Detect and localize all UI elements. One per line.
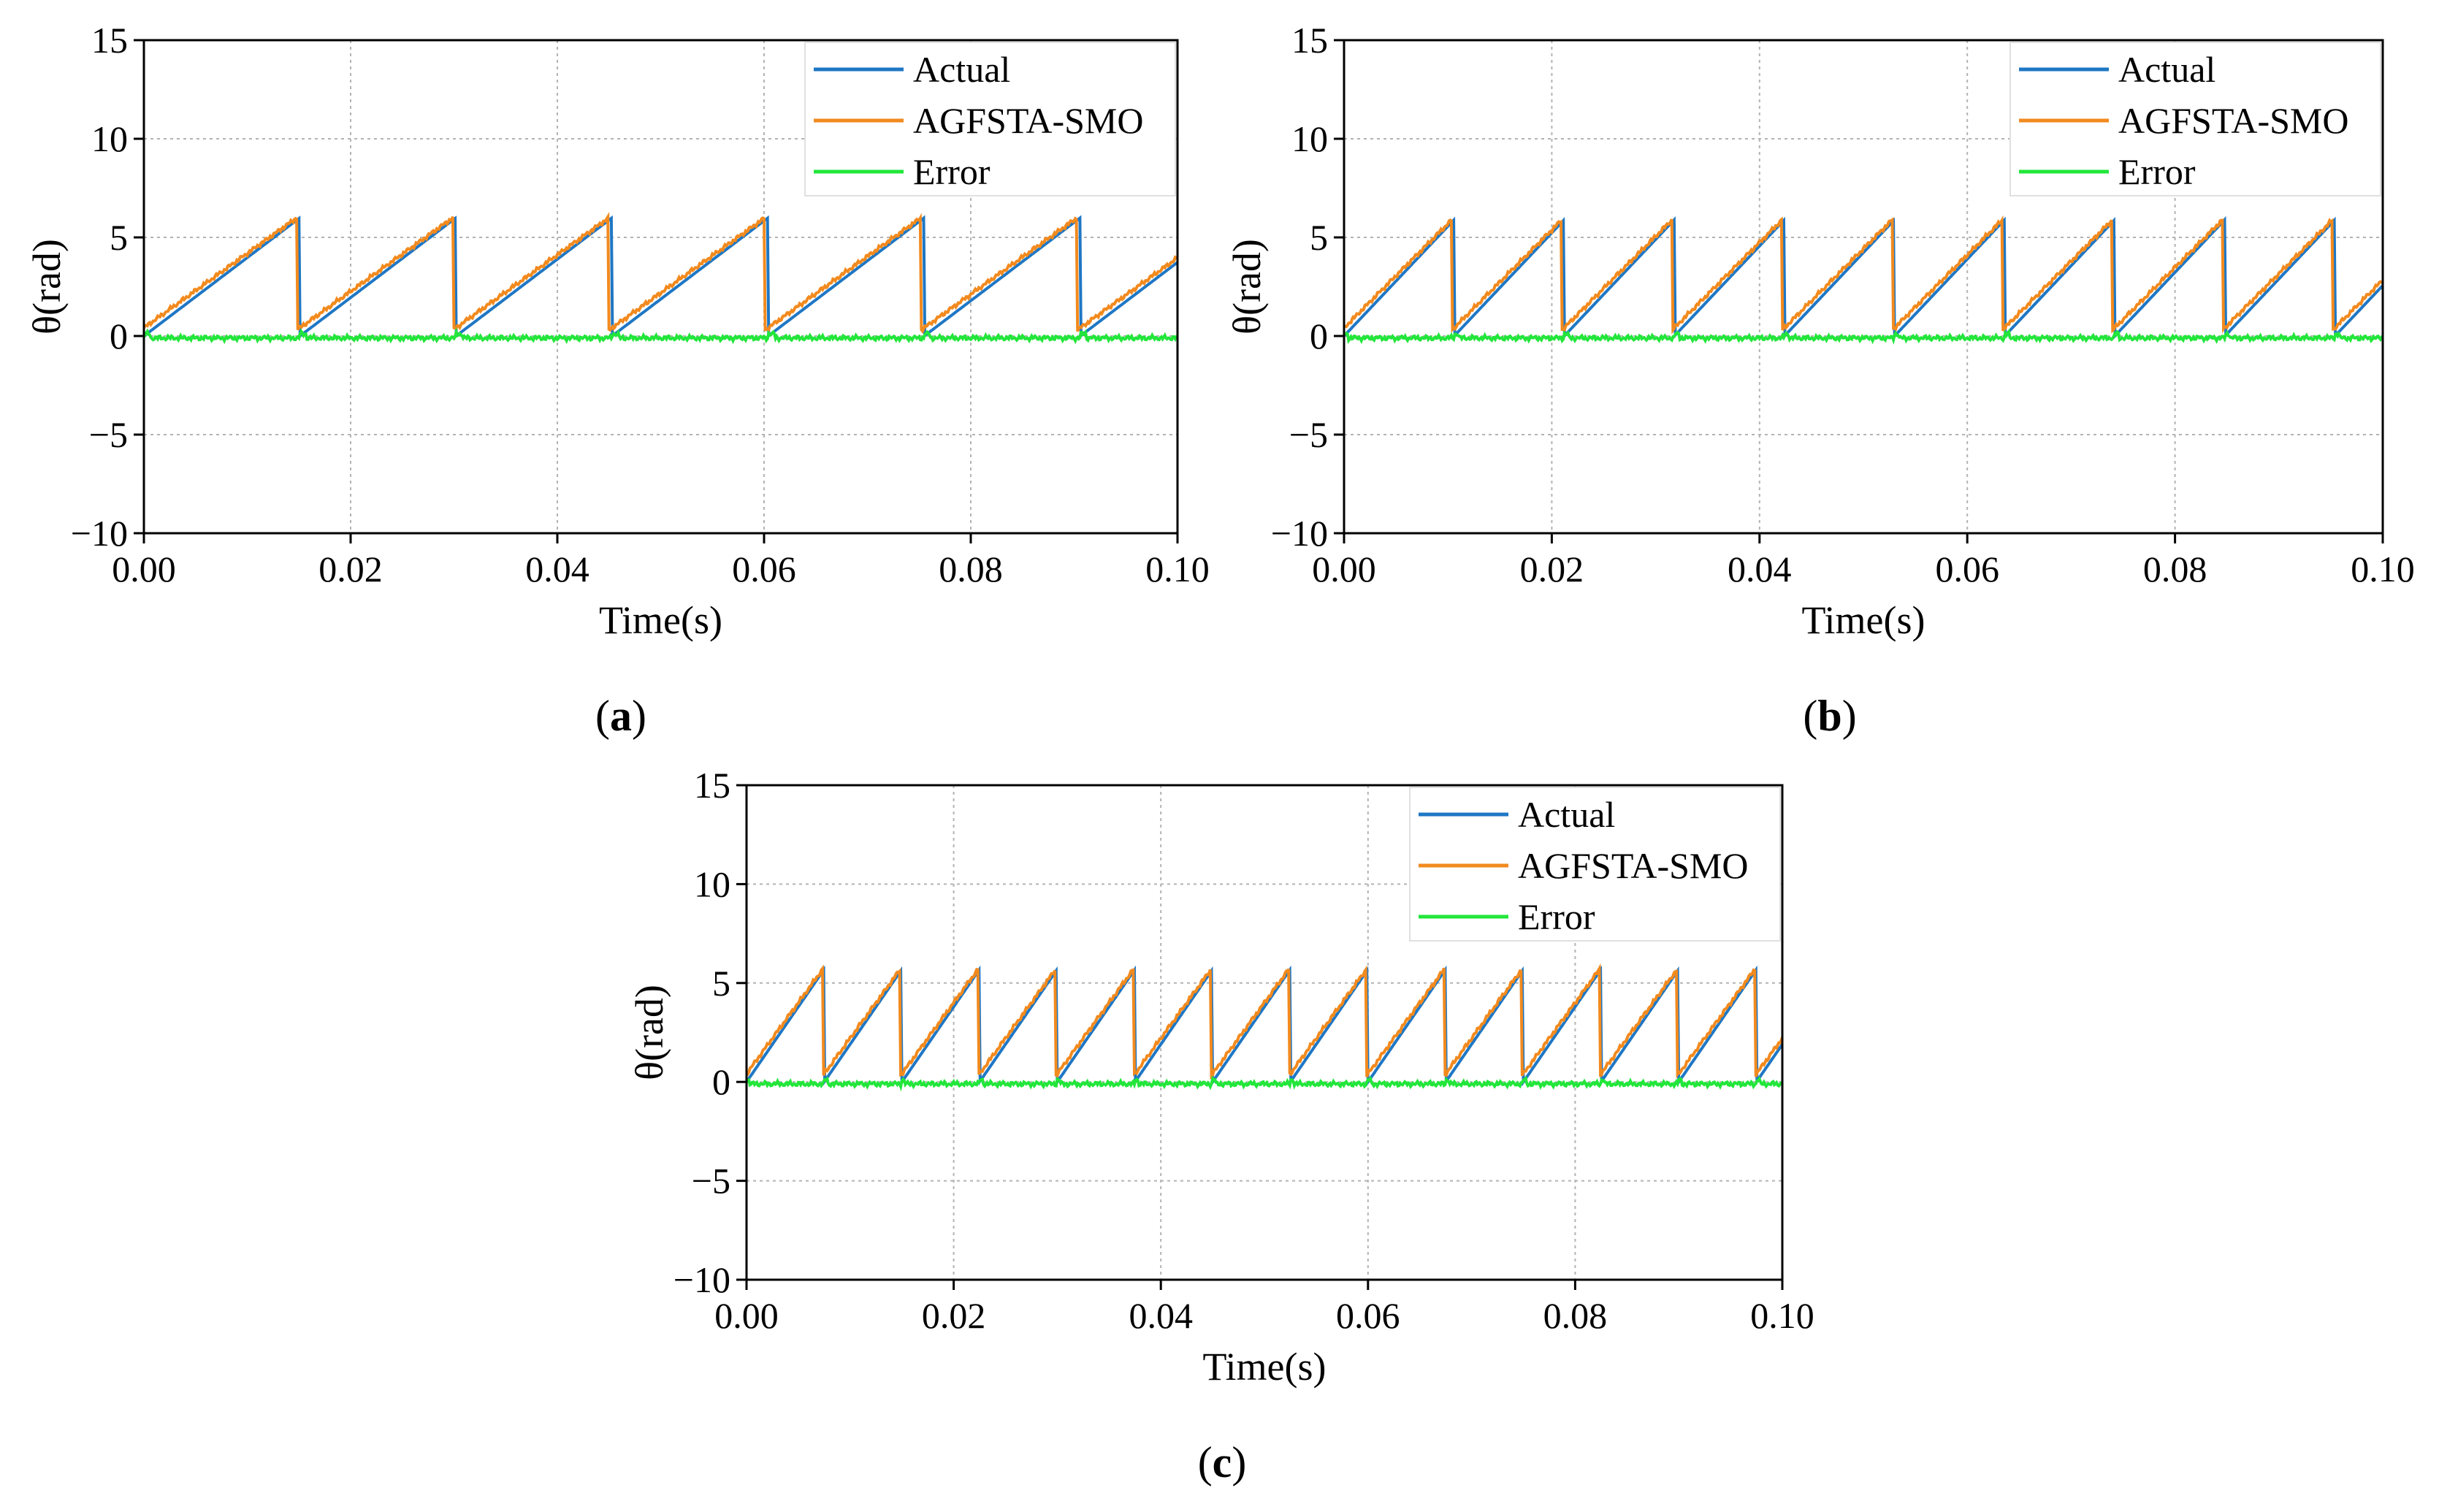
x-tick-label: 0.06 — [1935, 549, 1999, 589]
x-tick-label: 0.06 — [1336, 1295, 1400, 1336]
y-tick-label: −10 — [1271, 513, 1328, 554]
x-tick-label: 0.04 — [1129, 1295, 1193, 1336]
y-tick-label: 10 — [694, 863, 730, 904]
legend-label: Error — [1518, 896, 1595, 937]
x-tick-label: 0.00 — [112, 549, 176, 589]
axes: 0.00 0.02 0.04 0.06 0.08 0.10 −10 −5 0 5 10 15 Time(… — [1225, 20, 2415, 642]
panel-label: (a) — [595, 692, 646, 740]
legend-label: AGFSTA-SMO — [1518, 845, 1749, 886]
series-group — [1344, 215, 2383, 345]
series-line-agfsta-smo — [747, 963, 1782, 1080]
y-tick-label: 15 — [694, 765, 730, 806]
legend: Actual AGFSTA-SMO Error — [1409, 787, 1781, 942]
y-tick-label: 0 — [1310, 316, 1328, 356]
legend: Actual AGFSTA-SMO Error — [2009, 42, 2381, 196]
series-line-error — [144, 327, 1177, 345]
y-tick-label: −10 — [673, 1259, 730, 1300]
x-tick-label: 0.08 — [1543, 1295, 1608, 1336]
x-tick-label: 0.10 — [2351, 549, 2415, 589]
chart-panel-a: 0.00 0.02 0.04 0.06 0.08 0.10 −10 −5 0 5 10 15 Time(… — [25, 20, 1210, 740]
x-tick-label: 0.02 — [318, 549, 383, 589]
x-tick-label: 0.04 — [525, 549, 589, 589]
axes: 0.00 0.02 0.04 0.06 0.08 0.10 −10 −5 0 5 10 15 Time(… — [627, 765, 1814, 1389]
x-tick-label: 0.10 — [1750, 1295, 1814, 1336]
panel-label: (c) — [1198, 1438, 1247, 1486]
series-line-agfsta-smo — [144, 211, 1177, 335]
y-tick-label: 5 — [110, 217, 128, 258]
y-tick-label: −5 — [1289, 414, 1328, 455]
y-tick-label: 5 — [1310, 217, 1328, 258]
x-tick-label: 0.00 — [714, 1295, 779, 1336]
plot-frame — [745, 784, 1784, 1281]
x-tick-label: 0.00 — [1312, 549, 1376, 589]
x-axis-title: Time(s) — [599, 598, 722, 642]
y-tick-label: −5 — [89, 414, 128, 455]
y-tick-label: 10 — [91, 118, 128, 159]
legend-label: Actual — [2118, 49, 2215, 90]
y-tick-label: 0 — [712, 1061, 730, 1102]
x-tick-label: 0.08 — [2143, 549, 2207, 589]
series-group — [747, 963, 1782, 1092]
x-tick-label: 0.04 — [1728, 549, 1792, 589]
plot-frame — [142, 39, 1179, 535]
x-tick-label: 0.10 — [1145, 549, 1210, 589]
chart-panel-b: 0.00 0.02 0.04 0.06 0.08 0.10 −10 −5 0 5 10 15 Time(… — [1225, 20, 2415, 740]
x-tick-label: 0.06 — [732, 549, 796, 589]
y-tick-label: 15 — [91, 20, 128, 61]
plot-frame — [1343, 39, 2384, 535]
series-group — [144, 211, 1177, 345]
y-tick-label: 10 — [1291, 118, 1328, 159]
y-tick-label: −10 — [71, 513, 128, 554]
axes: 0.00 0.02 0.04 0.06 0.08 0.10 −10 −5 0 5 10 15 Time(… — [25, 20, 1210, 642]
legend-label: Actual — [913, 49, 1010, 90]
legend-label: Actual — [1518, 794, 1615, 835]
legend-label: Error — [913, 151, 991, 192]
y-tick-label: −5 — [692, 1161, 730, 1202]
x-tick-label: 0.08 — [939, 549, 1003, 589]
y-axis-title: θ(rad) — [1225, 239, 1269, 335]
panel-label: (b) — [1803, 692, 1856, 740]
x-axis-title: Time(s) — [1202, 1345, 1326, 1389]
y-tick-label: 5 — [712, 963, 730, 1004]
y-tick-label: 15 — [1291, 20, 1328, 61]
series-line-error — [1344, 328, 2383, 345]
x-tick-label: 0.02 — [922, 1295, 986, 1336]
legend-label: AGFSTA-SMO — [913, 100, 1144, 141]
series-line-actual — [144, 215, 1177, 339]
legend: Actual AGFSTA-SMO Error — [804, 42, 1176, 196]
chart-panel-c: 0.00 0.02 0.04 0.06 0.08 0.10 −10 −5 0 5 10 15 Time(… — [627, 765, 1814, 1486]
series-line-actual — [747, 965, 1782, 1087]
legend-label: AGFSTA-SMO — [2118, 100, 2349, 141]
series-line-agfsta-smo — [1344, 215, 2383, 335]
y-tick-label: 0 — [110, 316, 128, 356]
x-tick-label: 0.02 — [1520, 549, 1584, 589]
x-axis-title: Time(s) — [1801, 598, 1925, 642]
legend-label: Error — [2118, 151, 2196, 192]
series-line-error — [747, 1075, 1782, 1092]
y-axis-title: θ(rad) — [627, 985, 671, 1080]
y-axis-title: θ(rad) — [25, 239, 69, 335]
